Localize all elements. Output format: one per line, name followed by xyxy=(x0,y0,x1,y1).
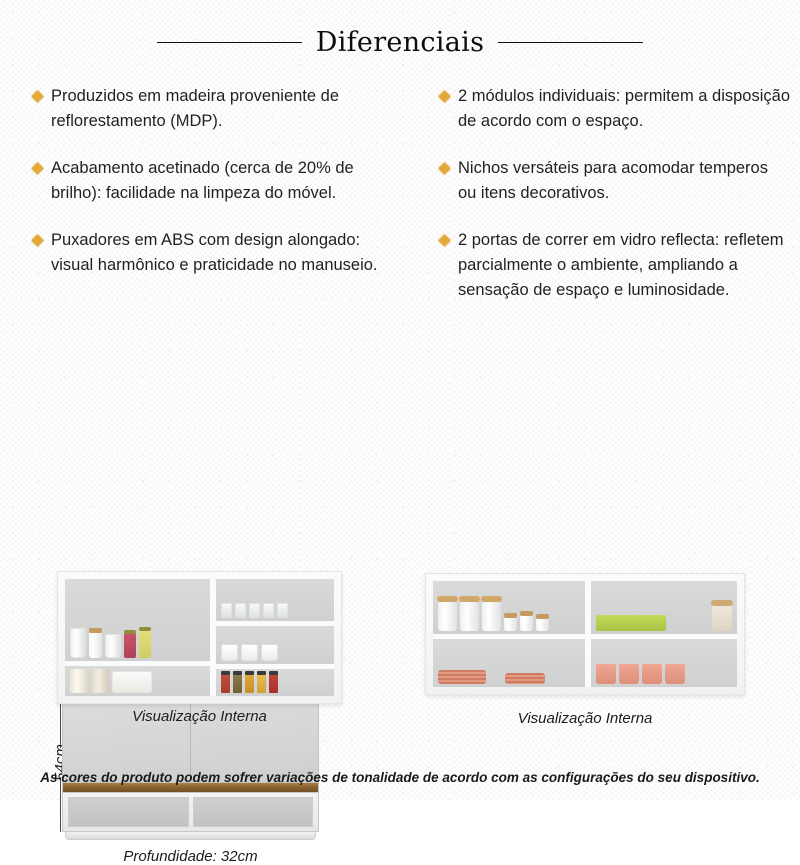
preserve-jar-item xyxy=(139,626,151,658)
niche-cell-right xyxy=(192,797,313,827)
mug-item xyxy=(221,644,239,662)
footer-disclaimer: As cores do produto podem sofrer variaçõ… xyxy=(40,770,760,785)
storage-box-item xyxy=(112,670,152,693)
jar-item xyxy=(504,613,517,631)
title-rule-left xyxy=(156,42,302,43)
spice-jar-item xyxy=(269,670,279,693)
canister-item xyxy=(459,596,480,631)
jar-item xyxy=(520,611,533,631)
glass-item xyxy=(235,603,247,619)
feature-text: Puxadores em ABS com design alongado: vi… xyxy=(51,231,378,275)
spice-jar-item xyxy=(245,670,255,693)
pitcher-item xyxy=(70,627,86,658)
title-rule-right xyxy=(498,42,644,43)
canister-item xyxy=(437,596,458,631)
shelf-column-left xyxy=(65,579,211,696)
feature-text: Acabamento acetinado (cerca de 20% de br… xyxy=(51,159,354,203)
cabinet-doors xyxy=(62,691,319,783)
page-title: Diferenciais xyxy=(315,27,485,58)
diamond-bullet-icon xyxy=(31,234,44,248)
feature-text: Nichos versáteis para acomodar temperos … xyxy=(458,159,768,203)
features-column-left: Produzidos em madeira proveniente de ref… xyxy=(0,84,400,326)
feature-text: Produzidos em madeira proveniente de ref… xyxy=(51,87,340,131)
interior-visualization-left xyxy=(57,571,342,704)
preserve-jar-item xyxy=(124,629,136,658)
tin-item xyxy=(70,668,88,693)
diamond-bullet-icon xyxy=(438,90,451,103)
feature-item: Acabamento acetinado (cerca de 20% de br… xyxy=(31,156,386,206)
shelf-unit xyxy=(425,573,745,695)
shelf-unit xyxy=(57,571,342,704)
shelf-cell xyxy=(433,634,585,687)
feature-item: Nichos versáteis para acomodar temperos … xyxy=(438,156,790,206)
cabinet-base xyxy=(65,832,316,840)
shelf-cell xyxy=(591,581,737,634)
shelf-cell xyxy=(216,621,334,665)
feature-item: Produzidos em madeira proveniente de ref… xyxy=(31,84,386,134)
mug-item xyxy=(642,664,662,684)
plate-stack-item xyxy=(438,670,486,684)
pitcher-item xyxy=(105,633,121,658)
shelf-cell xyxy=(433,581,585,634)
glass-item xyxy=(277,603,289,619)
mug-item xyxy=(261,644,279,662)
shelf-column-right xyxy=(585,581,737,687)
canister-item xyxy=(481,596,502,631)
tray-item xyxy=(596,615,666,631)
interior-caption-right: Visualização Interna xyxy=(517,710,653,727)
cabinet-door-right xyxy=(190,692,318,782)
product-diagram-105cm: 105cm 54cm Profundidade: 32cm xyxy=(0,330,400,865)
shelf-cell xyxy=(216,579,334,622)
shelf-interior xyxy=(65,579,334,696)
niche-cell-left xyxy=(68,797,189,827)
interior-caption-left: Visualização Interna xyxy=(132,708,267,725)
features-section: Produzidos em madeira proveniente de ref… xyxy=(0,84,800,326)
tin-item xyxy=(91,668,109,693)
product-features-page: Diferenciais Produzidos em madeira prove… xyxy=(0,27,800,865)
depth-label-32cm: Profundidade: 32cm xyxy=(123,848,258,865)
shelf-cell xyxy=(216,664,334,696)
spice-jar-item xyxy=(221,670,231,693)
open-niche xyxy=(62,792,319,832)
shelf-column-right xyxy=(210,579,334,696)
page-title-row: Diferenciais xyxy=(0,27,800,58)
ceramic-jar-item xyxy=(711,600,733,631)
mug-item xyxy=(596,664,616,684)
jar-item xyxy=(536,614,549,631)
mug-item xyxy=(619,664,639,684)
glass-item xyxy=(221,603,233,619)
shelf-cell xyxy=(65,579,211,661)
mug-item xyxy=(241,644,259,662)
spice-jar-item xyxy=(233,670,243,693)
shelf-interior xyxy=(433,581,737,687)
mug-item xyxy=(665,664,685,684)
glass-item xyxy=(263,603,275,619)
diamond-bullet-icon xyxy=(31,90,44,103)
shelf-column-left xyxy=(433,581,585,687)
feature-text: 2 módulos individuais: permitem a dispos… xyxy=(458,87,790,131)
feature-item: 2 portas de correr em vidro reflecta: re… xyxy=(438,228,790,303)
glass-item xyxy=(249,603,261,619)
shelf-cell xyxy=(591,634,737,687)
features-column-right: 2 módulos individuais: permitem a dispos… xyxy=(400,84,800,326)
plate-stack-item xyxy=(505,673,545,684)
spice-jar-item xyxy=(257,670,267,693)
feature-item: Puxadores em ABS com design alongado: vi… xyxy=(31,228,386,278)
interior-visualization-right xyxy=(425,573,745,695)
product-diagram-120cm: 120cm 45cm Profundidade: 31cm xyxy=(400,330,800,545)
diamond-bullet-icon xyxy=(438,234,451,248)
jar-item xyxy=(89,627,102,658)
feature-text: 2 portas de correr em vidro reflecta: re… xyxy=(458,231,784,300)
handle-strip-wood xyxy=(62,783,319,792)
cabinet-door-left xyxy=(63,692,190,782)
feature-item: 2 módulos individuais: permitem a dispos… xyxy=(438,84,790,134)
diamond-bullet-icon xyxy=(31,162,44,176)
diamond-bullet-icon xyxy=(438,162,451,176)
shelf-cell xyxy=(65,660,211,696)
dimension-rule xyxy=(59,692,61,748)
